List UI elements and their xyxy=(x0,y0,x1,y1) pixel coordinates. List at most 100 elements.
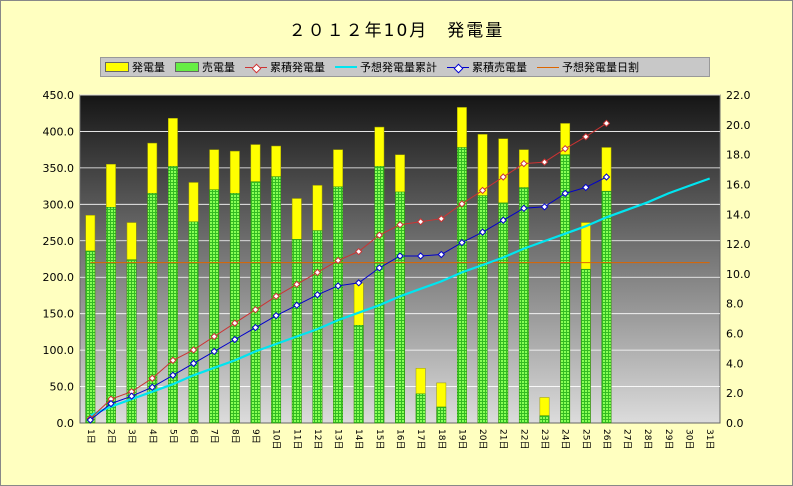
x-tick-label: 26日 xyxy=(601,429,612,449)
marker-line-cumulative-sold xyxy=(189,359,198,368)
bar-sold xyxy=(168,166,178,424)
marker-line-cumulative-sold xyxy=(520,204,528,213)
bar-sold xyxy=(291,239,302,424)
marker-line-cumulative-generation xyxy=(231,319,239,327)
marker-line-cumulative-generation xyxy=(210,332,218,341)
x-tick-label: 7日 xyxy=(209,429,220,444)
legend-item: 累積発電量 xyxy=(245,59,325,75)
marker-line-cumulative-generation xyxy=(251,305,260,314)
marker-line-cumulative-sold xyxy=(355,279,363,287)
bar-sold xyxy=(250,181,261,424)
bar-sold xyxy=(601,190,612,424)
marker-line-cumulative-sold xyxy=(582,183,590,192)
marker-line-cumulative-generation xyxy=(499,173,507,181)
y-right-tick-label: 10.0 xyxy=(726,268,751,281)
y-left-tick-label: 400.0 xyxy=(43,125,75,138)
bar-sold xyxy=(395,191,405,424)
legend-label: 累積売電量 xyxy=(472,61,527,74)
marker-line-cumulative-generation xyxy=(169,356,177,365)
marker-line-cumulative-sold xyxy=(458,238,466,247)
y-right-tick-label: 0.0 xyxy=(726,417,744,430)
marker-line-cumulative-generation xyxy=(148,374,156,382)
x-tick-label: 22日 xyxy=(518,429,529,449)
legend-label: 累積発電量 xyxy=(270,61,325,74)
marker-line-cumulative-sold xyxy=(127,392,136,400)
marker-line-cumulative-generation xyxy=(416,218,425,226)
marker-line-cumulative-generation xyxy=(520,159,528,168)
marker-line-cumulative-sold xyxy=(499,216,507,224)
x-tick-label: 12日 xyxy=(312,429,323,449)
bar-sold xyxy=(498,202,509,424)
x-tick-label: 19日 xyxy=(456,429,467,449)
bar-sold xyxy=(580,268,591,424)
marker-line-cumulative-sold xyxy=(540,203,549,211)
bar-sold xyxy=(436,406,447,424)
bar-sold xyxy=(518,187,529,424)
bar-sold xyxy=(147,193,158,424)
legend-item: 発電量 xyxy=(105,59,165,75)
x-tick-label: 13日 xyxy=(333,429,344,449)
marker-line-cumulative-generation xyxy=(478,186,487,195)
bar-sold xyxy=(126,259,137,424)
marker-line-cumulative-sold xyxy=(602,173,611,181)
chart-title: ２０１２年10月 発電量 xyxy=(288,21,505,41)
marker-line-cumulative-generation xyxy=(396,221,404,229)
marker-line-cumulative-generation xyxy=(334,256,342,265)
x-tick-label: 17日 xyxy=(415,429,426,449)
bar-sold xyxy=(415,393,426,424)
y-left-tick-label: 150.0 xyxy=(43,308,75,321)
marker-line-cumulative-sold xyxy=(272,311,280,320)
bar-sold xyxy=(85,250,96,424)
x-tick-label: 25日 xyxy=(580,429,591,449)
y-left-tick-label: 250.0 xyxy=(43,235,75,248)
marker-line-cumulative-sold xyxy=(107,399,115,408)
y-right-tick-label: 8.0 xyxy=(726,298,744,311)
marker-line-cumulative-sold xyxy=(437,250,445,259)
marker-line-cumulative-sold xyxy=(231,335,239,344)
y-left-tick-label: 350.0 xyxy=(43,162,75,175)
marker-line-cumulative-sold xyxy=(148,383,156,391)
line-forecast-cumulative xyxy=(89,177,711,417)
legend-item: 予想発電量日割 xyxy=(537,59,639,75)
bar-sold xyxy=(229,193,240,424)
x-tick-label: 1日 xyxy=(85,429,96,444)
y-left-tick-label: 0.0 xyxy=(57,417,75,430)
marker-line-cumulative-sold xyxy=(169,371,177,379)
marker-line-cumulative-sold xyxy=(210,347,218,356)
y-right-tick-label: 16.0 xyxy=(726,178,751,191)
marker-line-cumulative-generation xyxy=(272,292,280,300)
marker-line-cumulative-generation xyxy=(561,144,569,153)
legend-swatch xyxy=(245,63,267,73)
legend-swatch xyxy=(175,62,199,72)
marker-line-cumulative-sold xyxy=(313,291,322,299)
bar-sold xyxy=(209,189,220,424)
x-tick-label: 10日 xyxy=(271,429,282,449)
marker-line-cumulative-generation xyxy=(313,268,322,277)
bar-sold xyxy=(333,186,343,424)
x-tick-label: 30日 xyxy=(684,429,695,449)
y-left-tick-label: 200.0 xyxy=(43,271,75,284)
x-tick-label: 14日 xyxy=(353,429,364,449)
marker-line-cumulative-sold xyxy=(561,189,569,198)
marker-line-cumulative-sold xyxy=(478,228,487,236)
x-tick-label: 4日 xyxy=(147,429,158,444)
marker-line-cumulative-generation xyxy=(582,133,590,141)
x-tick-label: 9日 xyxy=(250,429,261,444)
marker-line-cumulative-sold xyxy=(375,264,384,272)
marker-line-cumulative-sold xyxy=(251,323,260,332)
marker-line-cumulative-sold xyxy=(396,252,404,260)
x-tick-label: 2日 xyxy=(105,429,116,444)
bar-sold xyxy=(353,325,364,424)
x-tick-label: 3日 xyxy=(126,429,137,444)
legend-item: 累積売電量 xyxy=(447,59,527,75)
y-right-tick-label: 6.0 xyxy=(726,328,744,341)
y-left-tick-label: 50.0 xyxy=(50,381,75,394)
bar-sold xyxy=(106,206,116,424)
x-tick-label: 16日 xyxy=(395,429,406,449)
legend-item: 予想発電量累計 xyxy=(335,59,437,75)
marker-line-cumulative-generation xyxy=(293,280,301,289)
line-cumulative-generation xyxy=(89,122,607,419)
marker-line-cumulative-generation xyxy=(458,200,466,208)
legend-label: 売電量 xyxy=(202,61,235,74)
legend-label: 発電量 xyxy=(132,61,165,74)
